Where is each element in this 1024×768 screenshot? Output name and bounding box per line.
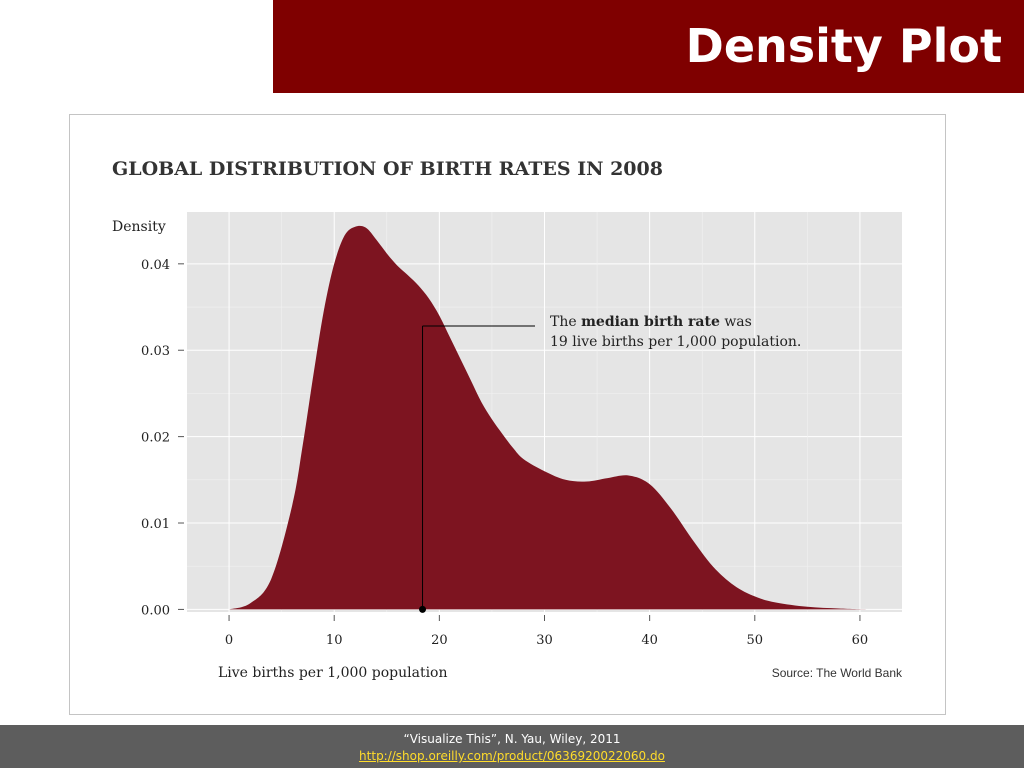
chart-frame: GLOBAL DISTRIBUTION OF BIRTH RATES IN 20… bbox=[69, 114, 946, 715]
chart-title: GLOBAL DISTRIBUTION OF BIRTH RATES IN 20… bbox=[112, 158, 663, 180]
density-area bbox=[229, 225, 871, 610]
y-axis: 0.00 0.01 0.02 0.03 0.04 bbox=[141, 258, 184, 618]
x-tick-label: 0 bbox=[225, 633, 233, 648]
annotation-intro: The bbox=[550, 314, 577, 330]
x-axis: 0 10 20 30 40 50 60 bbox=[225, 615, 868, 648]
annotation-emphasis: median birth rate bbox=[581, 314, 720, 330]
x-tick-label: 40 bbox=[641, 633, 658, 648]
slide-title: Density Plot bbox=[685, 19, 1002, 73]
plot-panel bbox=[187, 212, 902, 612]
footer: “Visualize This”, N. Yau, Wiley, 2011 ht… bbox=[0, 725, 1024, 768]
median-annotation: The median birth rate was 19 live births… bbox=[419, 314, 801, 613]
y-tick-label: 0.01 bbox=[141, 517, 170, 532]
footer-citation: “Visualize This”, N. Yau, Wiley, 2011 bbox=[403, 732, 621, 746]
density-chart: GLOBAL DISTRIBUTION OF BIRTH RATES IN 20… bbox=[112, 158, 903, 681]
y-axis-title: Density bbox=[112, 219, 166, 235]
y-tick-label: 0.03 bbox=[141, 344, 170, 359]
y-tick-label: 0.04 bbox=[141, 258, 170, 273]
title-bar: Density Plot bbox=[273, 0, 1024, 93]
x-tick-label: 50 bbox=[747, 633, 764, 648]
x-tick-label: 20 bbox=[431, 633, 448, 648]
median-point bbox=[419, 605, 427, 613]
annotation-rest: was bbox=[724, 314, 752, 330]
y-tick-label: 0.00 bbox=[141, 603, 170, 618]
annotation-line-2: 19 live births per 1,000 population. bbox=[550, 334, 801, 350]
x-tick-label: 60 bbox=[852, 633, 869, 648]
source-note: Source: The World Bank bbox=[772, 666, 903, 680]
x-axis-title: Live births per 1,000 population bbox=[218, 665, 448, 681]
x-tick-label: 30 bbox=[536, 633, 553, 648]
y-tick-label: 0.02 bbox=[141, 431, 170, 446]
footer-link[interactable]: http://shop.oreilly.com/product/06369200… bbox=[359, 749, 665, 763]
annotation-line-1: The median birth rate was bbox=[550, 314, 752, 330]
x-tick-label: 10 bbox=[326, 633, 343, 648]
